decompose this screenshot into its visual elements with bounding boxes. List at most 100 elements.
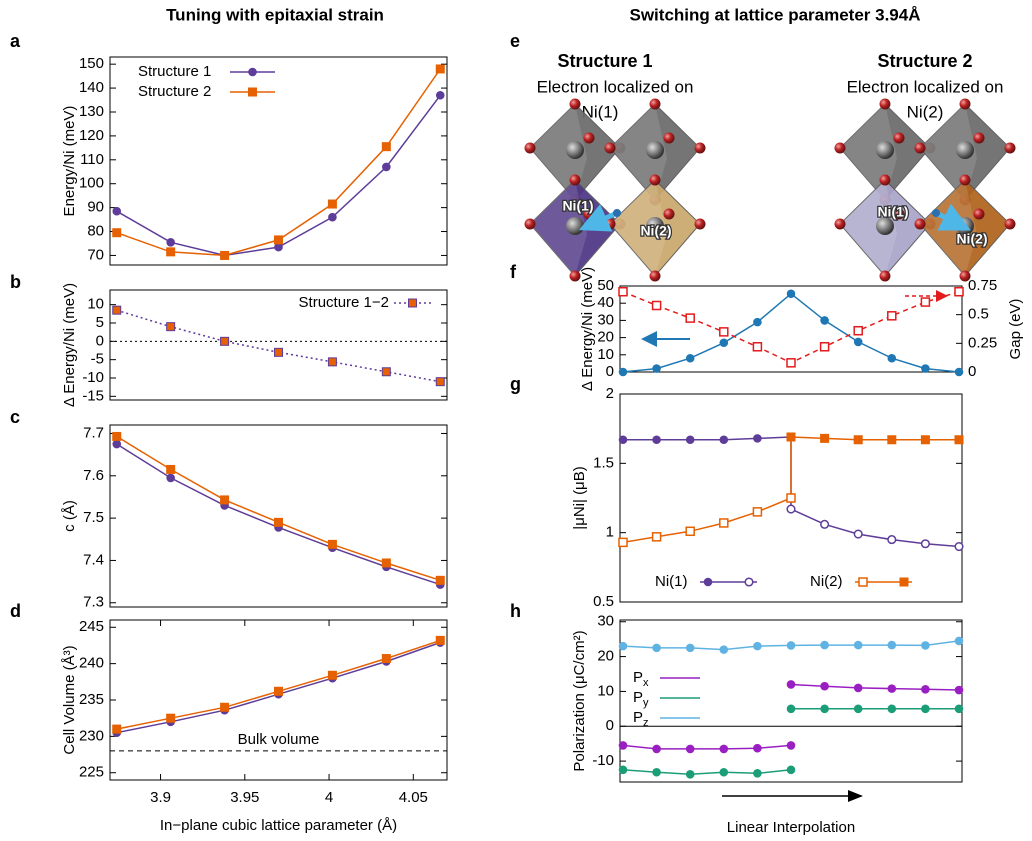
- series-line: [117, 640, 441, 729]
- electron: [932, 209, 940, 217]
- o-atom: [880, 175, 891, 186]
- y-tick-label: -10: [592, 752, 614, 769]
- marker: [686, 644, 694, 652]
- o-atom: [835, 143, 846, 154]
- o-atom: [880, 271, 891, 282]
- y-tick-label: 225: [79, 764, 104, 781]
- marker: [955, 543, 963, 551]
- y-tick-label: 0.5: [593, 593, 614, 610]
- marker: [382, 559, 390, 567]
- marker: [787, 705, 795, 713]
- marker: [113, 306, 121, 314]
- marker: [955, 288, 963, 296]
- marker: [787, 433, 795, 441]
- marker: [113, 207, 121, 215]
- marker: [653, 436, 661, 444]
- marker: [854, 327, 862, 335]
- marker: [821, 434, 829, 442]
- column-title: Switching at lattice parameter 3.94Å: [630, 5, 921, 24]
- y-tick-label: 1: [606, 524, 614, 541]
- series-line: [117, 95, 441, 255]
- y-tick-label: 50: [597, 277, 614, 294]
- marker: [955, 436, 963, 444]
- marker: [720, 519, 728, 527]
- marker: [619, 766, 627, 774]
- marker: [821, 343, 829, 351]
- y-axis-label: Cell Volume (Å³): [61, 645, 78, 754]
- reference-label: Bulk volume: [238, 731, 320, 748]
- marker: [922, 642, 930, 650]
- ni-atom: [566, 141, 584, 159]
- y-tick-label: 130: [79, 103, 104, 120]
- marker: [619, 642, 627, 650]
- y-tick-label: 7.3: [83, 594, 104, 611]
- y-tick-label: 230: [79, 727, 104, 744]
- y-axis-label: Polarization (μC/cm²): [571, 630, 588, 771]
- marker: [787, 494, 795, 502]
- y-tick-label: 10: [597, 682, 614, 699]
- y-tick-label: -10: [82, 369, 104, 386]
- panel-label: c: [10, 407, 20, 427]
- panel-label: a: [10, 31, 21, 51]
- y-axis-label: c (Å): [61, 500, 78, 532]
- marker: [328, 200, 336, 208]
- o-atom: [650, 175, 661, 186]
- y2-axis-label: Gap (eV): [1007, 299, 1024, 360]
- y-tick-label: 70: [87, 246, 104, 263]
- o-atom: [695, 143, 706, 154]
- marker: [787, 681, 795, 689]
- y-tick-label: 7.5: [83, 509, 104, 526]
- series-line: [623, 437, 791, 440]
- marker: [436, 65, 444, 73]
- marker: [619, 288, 627, 296]
- o-atom: [650, 99, 661, 110]
- panel-label: h: [510, 601, 521, 621]
- marker: [753, 343, 761, 351]
- figure: Tuning with epitaxial strain Switching a…: [0, 0, 1032, 841]
- y-tick-label: 30: [597, 311, 614, 328]
- series-line: [623, 770, 791, 775]
- series-line: [117, 444, 441, 585]
- marker: [854, 705, 862, 713]
- y-tick-label: 20: [597, 648, 614, 665]
- marker: [167, 465, 175, 473]
- marker: [720, 436, 728, 444]
- series-line: [791, 437, 959, 440]
- legend-label: Ni(1): [655, 573, 688, 590]
- series-line: [791, 685, 959, 691]
- marker: [329, 213, 337, 221]
- marker: [436, 91, 444, 99]
- marker: [653, 745, 661, 753]
- marker: [686, 771, 694, 779]
- marker: [167, 714, 175, 722]
- y-tick-label: 0: [606, 717, 614, 734]
- marker: [900, 578, 908, 586]
- electron: [613, 209, 621, 217]
- marker: [619, 436, 627, 444]
- legend-label: Structure 1−2: [299, 294, 389, 311]
- marker: [754, 642, 762, 650]
- marker: [859, 578, 867, 586]
- marker: [653, 365, 661, 373]
- marker: [888, 354, 896, 362]
- plot-frame: [110, 290, 447, 400]
- legend-label: Py: [633, 689, 649, 709]
- marker: [383, 163, 391, 171]
- marker: [275, 518, 283, 526]
- marker: [888, 436, 896, 444]
- atom-label: Ni(1): [562, 198, 593, 214]
- marker: [653, 768, 661, 776]
- y-tick-label: 1.5: [593, 454, 614, 471]
- x-axis-label: In−plane cubic lattice parameter (Å): [160, 817, 397, 834]
- marker: [720, 745, 728, 753]
- y-tick-label: 100: [79, 175, 104, 192]
- marker: [754, 435, 762, 443]
- marker: [653, 644, 661, 652]
- y-tick-label: -15: [82, 387, 104, 404]
- marker: [221, 496, 229, 504]
- atom-label: Ni(2): [640, 223, 671, 239]
- column-title: Tuning with epitaxial strain: [166, 5, 384, 24]
- marker: [167, 248, 175, 256]
- marker: [686, 436, 694, 444]
- y-tick-label: 30: [597, 613, 614, 630]
